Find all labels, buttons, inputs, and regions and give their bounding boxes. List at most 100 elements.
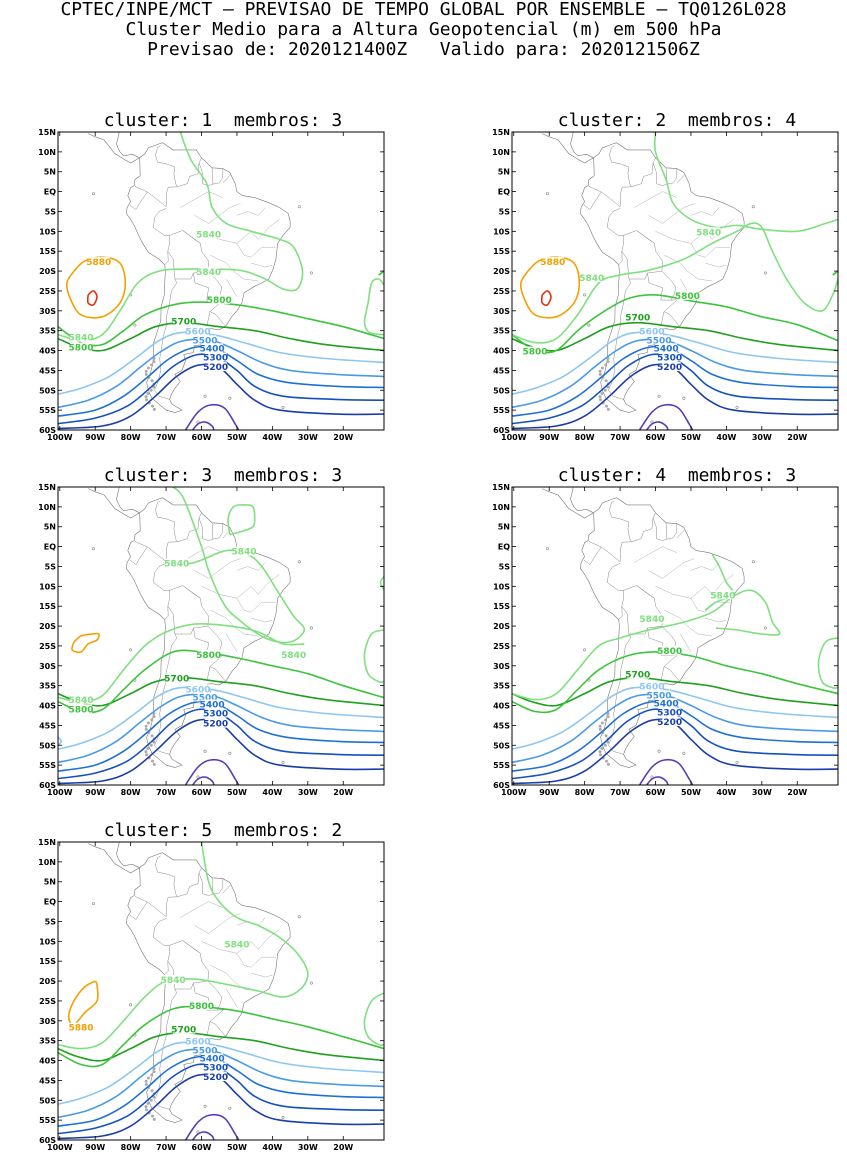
contour-label-5300: 5300 bbox=[203, 1063, 228, 1073]
lat-tick-label: 15S bbox=[39, 602, 56, 611]
lat-tick-label: 10N bbox=[38, 858, 56, 867]
contour-label-5400: 5400 bbox=[200, 1054, 225, 1064]
contour-label-5700: 5700 bbox=[171, 318, 196, 328]
lat-tick-label: 30S bbox=[39, 307, 56, 316]
lat-tick-label: EQ bbox=[498, 543, 510, 552]
contour-5600 bbox=[58, 686, 384, 750]
contour-5800 bbox=[58, 301, 384, 347]
contour-label-5600: 5600 bbox=[639, 328, 664, 338]
contour-label-5880: 5880 bbox=[86, 258, 111, 268]
lat-tick-label: 15N bbox=[38, 128, 56, 137]
lon-tick-label: 70W bbox=[156, 433, 176, 442]
map-frame: 5880 5840 5840 5800 5800 5700 5600550054005300… bbox=[492, 128, 839, 442]
contour-label-5300: 5300 bbox=[203, 353, 228, 363]
lat-tick-label: 5S bbox=[45, 207, 57, 216]
contour-label-5200: 5200 bbox=[657, 718, 682, 728]
contour-5600 bbox=[512, 686, 838, 750]
contour-label-5840: 5840 bbox=[69, 696, 94, 706]
lat-tick-label: 55S bbox=[39, 406, 56, 415]
lat-tick-label: 60S bbox=[493, 426, 510, 435]
lat-tick-label: 5S bbox=[45, 917, 57, 926]
contour-5840 bbox=[363, 629, 384, 684]
contour-label-5840: 5840 bbox=[196, 230, 221, 240]
lat-tick-label: 10N bbox=[38, 503, 56, 512]
lon-tick-label: 90W bbox=[85, 433, 105, 442]
contour-label-5500: 5500 bbox=[193, 336, 218, 346]
contour-label-5700: 5700 bbox=[171, 1026, 196, 1036]
panel-title: cluster: 4 membros: 3 bbox=[557, 465, 797, 486]
lat-tick-label: 40S bbox=[39, 347, 56, 356]
lat-tick-label: 55S bbox=[493, 406, 510, 415]
lon-tick-label: 100W bbox=[47, 788, 73, 797]
contour-5840 bbox=[227, 504, 256, 536]
lon-tick-label: 40W bbox=[262, 433, 282, 442]
contour-5880 bbox=[67, 980, 99, 1026]
lon-tick-label: 70W bbox=[156, 788, 176, 797]
lat-tick-label: 25S bbox=[39, 642, 56, 651]
lat-tick-label: 60S bbox=[39, 781, 56, 790]
contour-label-5400: 5400 bbox=[654, 699, 679, 709]
lat-tick-label: 15N bbox=[492, 128, 510, 137]
lat-tick-label: 30S bbox=[493, 307, 510, 316]
lon-tick-label: 60W bbox=[646, 788, 666, 797]
contour-label-5880: 5880 bbox=[540, 258, 565, 268]
lat-tick-label: 10S bbox=[493, 582, 510, 591]
contour-label-5600: 5600 bbox=[185, 328, 210, 338]
contour-label-5840: 5840 bbox=[69, 334, 94, 344]
lat-tick-label: 10S bbox=[39, 582, 56, 591]
contour-5840 bbox=[363, 278, 384, 336]
lat-tick-label: 5S bbox=[45, 562, 57, 571]
contour-5600 bbox=[58, 331, 384, 395]
lat-tick-label: 50S bbox=[39, 741, 56, 750]
lon-tick-label: 80W bbox=[575, 788, 595, 797]
contour-5840 bbox=[653, 132, 838, 233]
contour-label-5800: 5800 bbox=[69, 705, 94, 715]
lon-tick-label: 100W bbox=[47, 1143, 73, 1152]
lat-tick-label: 20S bbox=[493, 622, 510, 631]
contour-5100 bbox=[646, 776, 669, 785]
contour-5100 bbox=[192, 1131, 215, 1140]
contour-label-5200: 5200 bbox=[203, 1073, 228, 1083]
lat-tick-label: 10S bbox=[39, 937, 56, 946]
panel-title: cluster: 2 membros: 4 bbox=[557, 110, 797, 131]
lat-tick-label: EQ bbox=[44, 898, 56, 907]
lat-tick-label: 10S bbox=[493, 227, 510, 236]
lat-tick-label: 15S bbox=[39, 247, 56, 256]
contour-label-5600: 5600 bbox=[185, 685, 210, 695]
contour-5840 bbox=[817, 637, 838, 689]
lat-tick-label: 15S bbox=[493, 602, 510, 611]
lat-tick-label: 5N bbox=[44, 168, 56, 177]
lat-tick-label: 10N bbox=[492, 503, 510, 512]
contour-5840 bbox=[58, 132, 304, 342]
contour-label-5700: 5700 bbox=[625, 671, 650, 681]
lon-tick-label: 20W bbox=[333, 1143, 353, 1152]
contour-5100 bbox=[638, 403, 694, 430]
lon-tick-label: 100W bbox=[501, 433, 527, 442]
lat-tick-label: 40S bbox=[39, 1057, 56, 1066]
lat-tick-label: 55S bbox=[493, 761, 510, 770]
contour-label-5300: 5300 bbox=[657, 353, 682, 363]
lat-tick-label: 15S bbox=[493, 247, 510, 256]
lat-tick-label: 50S bbox=[39, 386, 56, 395]
lat-tick-label: 50S bbox=[493, 386, 510, 395]
contour-5900 bbox=[540, 290, 552, 306]
contour-5800 bbox=[512, 294, 838, 354]
lon-tick-label: 100W bbox=[501, 788, 527, 797]
lat-tick-label: 50S bbox=[493, 741, 510, 750]
lat-tick-label: 5S bbox=[499, 207, 511, 216]
lon-tick-label: 50W bbox=[227, 788, 247, 797]
contour-5800 bbox=[832, 270, 838, 276]
contour-label-5200: 5200 bbox=[657, 363, 682, 373]
lon-tick-label: 50W bbox=[681, 788, 701, 797]
contour-label-5300: 5300 bbox=[657, 708, 682, 718]
panel-title: cluster: 3 membros: 3 bbox=[103, 465, 343, 486]
contour-label-5800: 5800 bbox=[196, 651, 221, 661]
lon-tick-label: 30W bbox=[752, 788, 772, 797]
lon-tick-label: 80W bbox=[121, 433, 141, 442]
lon-tick-label: 70W bbox=[610, 788, 630, 797]
contour-5840 bbox=[58, 842, 309, 1050]
contour-5600 bbox=[58, 1041, 384, 1105]
lat-tick-label: 60S bbox=[39, 426, 56, 435]
